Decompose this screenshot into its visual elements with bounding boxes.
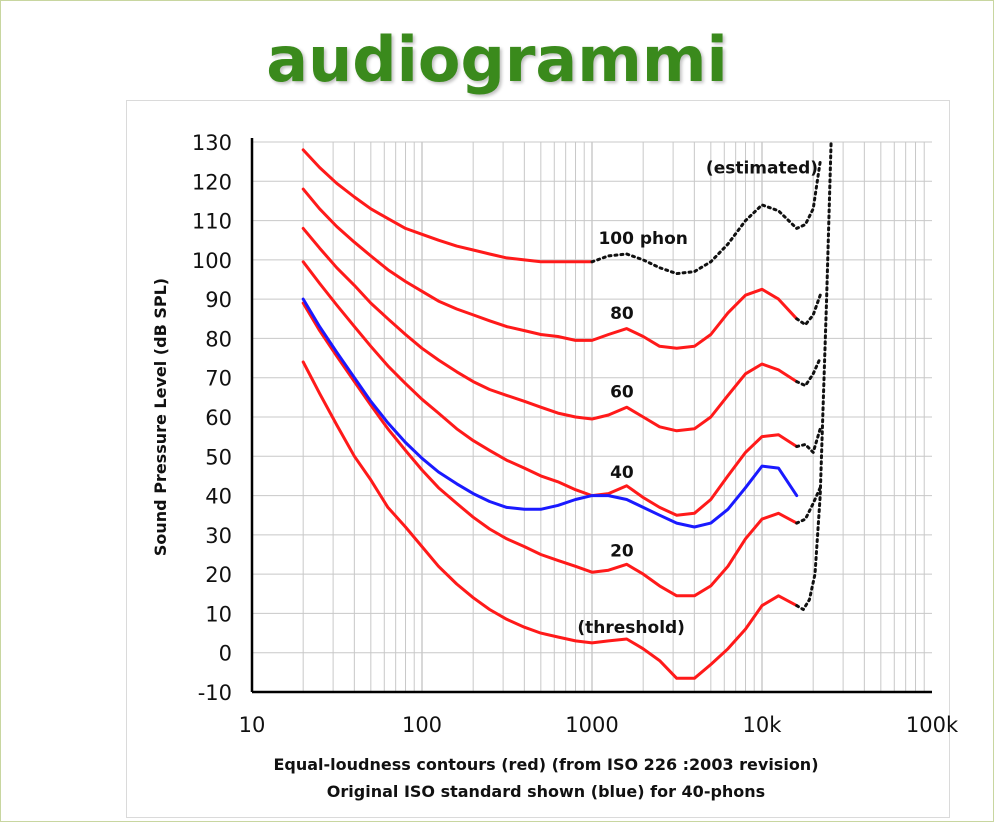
estimated-curve-1 [795,140,833,611]
y-tick-label: 20 [205,563,232,587]
y-tick-label: 90 [205,288,232,312]
curve-annotation-5: 20 [610,541,634,561]
x-tick-label: 1000 [565,713,618,737]
contour-curve-4 [301,260,799,517]
slide-title: audiogrammi [266,23,728,96]
y-tick-label: -10 [198,681,232,705]
x-tick-label: 10 [239,713,266,737]
y-tick-label: 80 [205,327,232,351]
y-tick-label: 50 [205,445,232,469]
y-tick-label: 110 [192,210,232,234]
curve-annotation-4: 40 [610,463,634,483]
y-axis-label: Sound Pressure Level (dB SPL) [151,278,170,556]
curve-annotation-1: 100 phon [598,229,687,249]
estimated-curve-5 [795,427,822,454]
estimated-curve-7 [795,356,822,388]
curve-annotation-2: 80 [610,304,634,324]
y-tick-label: 70 [205,367,232,391]
contour-curve-12 [301,297,799,529]
y-tick-label: 0 [219,642,232,666]
curve-annotation-0: (estimated) [706,158,818,178]
contour-curve-0 [301,360,799,680]
contour-curve-6 [301,226,799,433]
x-tick-label: 10k [743,713,783,737]
x-tick-label: 100k [906,713,959,737]
labels: (estimated) 100 phon 80 60 40 20 (threshold) [577,158,818,638]
y-tick-label: 100 [192,249,232,273]
y-tick-label: 40 [205,485,232,509]
curve-annotation-6: (threshold) [577,618,685,638]
y-tick-label: 130 [192,131,232,155]
y-tick-label: 30 [205,524,232,548]
caption-line-2: Original ISO standard shown (blue) for 4… [327,782,765,801]
curve-annotation-3: 60 [610,382,634,402]
y-tick-label: 120 [192,170,232,194]
chart-panel [126,100,950,818]
y-tick-label: 60 [205,406,232,430]
contour-curve-2 [301,301,799,598]
estimated-curve-9 [795,293,822,327]
estimated-curve-11 [590,160,822,276]
caption-line-1: Equal-loudness contours (red) (from ISO … [273,755,818,774]
contour-curve-8 [301,187,799,350]
x-tick-label: 100 [402,713,442,737]
estimated-curve-3 [795,486,822,525]
series [301,140,833,680]
contour-curve-10 [301,148,594,264]
y-tick-label: 10 [205,602,232,626]
axes: -10 0 10 20 30 40 50 60 70 80 90 100 110 120 130 10 100 1… [151,131,959,801]
